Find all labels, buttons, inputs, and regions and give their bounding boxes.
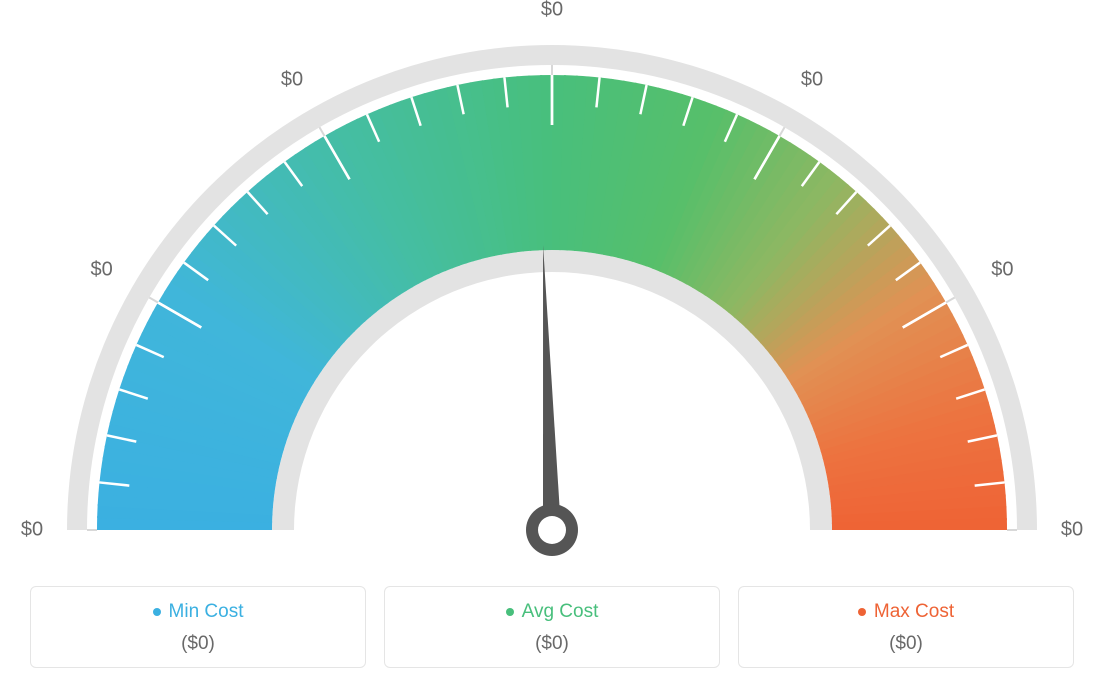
- legend-label-avg: Avg Cost: [522, 601, 599, 623]
- cost-gauge-container: $0 $0 $0 $0 $0 $0 $0 Min Cost ($0) Avg Cost ($…: [0, 0, 1104, 690]
- legend-value-min: ($0): [41, 633, 355, 655]
- legend-label-min: Min Cost: [169, 601, 244, 623]
- legend-label-max: Max Cost: [874, 601, 954, 623]
- legend-dot-min: [153, 608, 161, 616]
- legend-card-avg: Avg Cost ($0): [384, 586, 720, 668]
- legend-title-min: Min Cost: [153, 601, 244, 623]
- gauge-tick-label: $0: [91, 259, 113, 282]
- legend-title-avg: Avg Cost: [506, 601, 599, 623]
- legend-dot-max: [858, 608, 866, 616]
- gauge-chart: $0 $0 $0 $0 $0 $0 $0: [22, 0, 1082, 560]
- legend-card-max: Max Cost ($0): [738, 586, 1074, 668]
- gauge-svg: [22, 0, 1082, 560]
- gauge-tick-label: $0: [991, 259, 1013, 282]
- legend-value-avg: ($0): [395, 633, 709, 655]
- gauge-tick-label: $0: [281, 68, 303, 91]
- legend-dot-avg: [506, 608, 514, 616]
- gauge-tick-label: $0: [801, 68, 823, 91]
- legend-row: Min Cost ($0) Avg Cost ($0) Max Cost ($0…: [30, 586, 1074, 668]
- gauge-tick-label: $0: [541, 0, 563, 22]
- legend-title-max: Max Cost: [858, 601, 954, 623]
- legend-value-max: ($0): [749, 633, 1063, 655]
- gauge-tick-label: $0: [21, 519, 43, 542]
- legend-card-min: Min Cost ($0): [30, 586, 366, 668]
- gauge-tick-label: $0: [1061, 519, 1083, 542]
